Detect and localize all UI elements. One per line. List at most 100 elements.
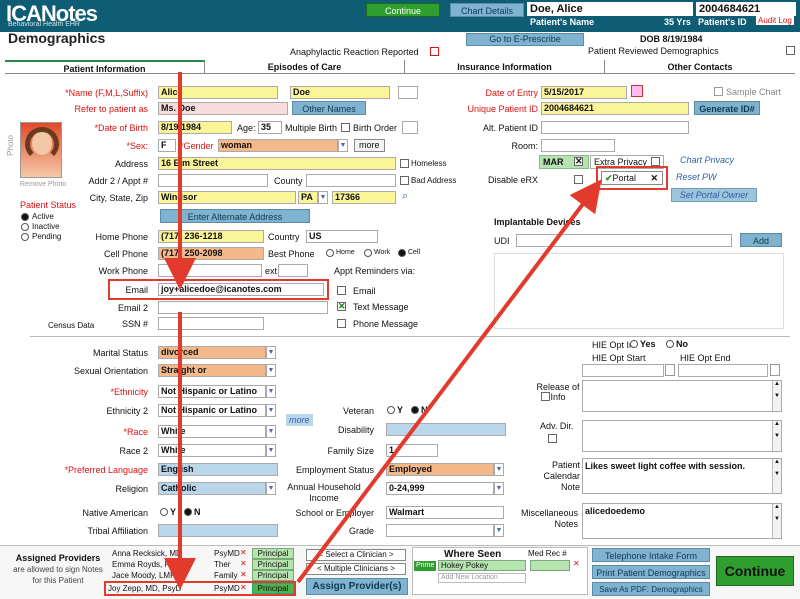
first-name-input[interactable]: Alice	[158, 86, 278, 99]
reminder-phone-checkbox[interactable]	[337, 319, 346, 328]
date-entry-input[interactable]: 5/15/2017	[541, 86, 627, 99]
ssn-input[interactable]	[158, 317, 264, 330]
email-input[interactable]: joy+alicedoe@icanotes.com	[158, 283, 324, 296]
hie-yes-radio[interactable]	[630, 340, 638, 348]
gender-input[interactable]: woman	[218, 139, 338, 152]
home-phone-input[interactable]: (717) 236-1218	[158, 230, 264, 243]
addr2-input[interactable]	[158, 174, 268, 187]
orientation-input[interactable]: Straight or	[158, 364, 266, 377]
remove-icon[interactable]: ✕	[240, 559, 247, 568]
provider-status[interactable]: Principal	[252, 583, 294, 594]
city-input[interactable]: Windsor	[158, 191, 296, 204]
hie-start-input[interactable]	[582, 364, 664, 377]
hie-start-calendar-icon[interactable]	[665, 364, 675, 376]
hie-end-calendar-icon[interactable]	[770, 364, 780, 376]
multiple-clinicians-dropdown[interactable]: < Multiple Clinicians >	[306, 563, 406, 575]
suffix-input[interactable]	[398, 86, 418, 99]
chart-privacy-link[interactable]: Chart Privacy	[680, 155, 735, 165]
household-input[interactable]: 0-24,999	[386, 482, 494, 495]
tribal-input[interactable]	[158, 524, 278, 537]
sex-input[interactable]: F	[158, 139, 176, 152]
scrollbar[interactable]: ▲ ▼	[772, 504, 781, 538]
marital-dropdown[interactable]: ▼	[266, 346, 276, 359]
veteran-yes-radio[interactable]	[387, 406, 395, 414]
ethnicity2-dropdown[interactable]: ▼	[266, 404, 276, 417]
chart-details-button[interactable]: Chart Details	[450, 3, 524, 17]
remove-icon[interactable]: ✕	[240, 570, 247, 579]
multiple-birth-checkbox[interactable]	[341, 123, 350, 132]
reviewed-checkbox[interactable]	[786, 46, 795, 55]
continue-button[interactable]: Continue	[716, 556, 794, 586]
family-size-input[interactable]: 1	[386, 444, 438, 457]
more-button[interactable]: more	[354, 139, 385, 152]
release-info-checkbox[interactable]	[541, 392, 550, 401]
unique-id-input[interactable]: 2004684621	[541, 102, 689, 115]
age-input[interactable]: 35	[258, 121, 282, 134]
employment-input[interactable]: Employed	[386, 463, 494, 476]
email2-input[interactable]	[158, 301, 328, 314]
anaphylactic-checkbox[interactable]	[430, 47, 439, 56]
scrollbar[interactable]: ▲ ▼	[772, 421, 781, 451]
location-value[interactable]: Hokey Pokey	[438, 560, 526, 571]
country-input[interactable]: US	[306, 230, 378, 243]
gender-dropdown[interactable]: ▼	[338, 139, 348, 152]
best-phone-home-radio[interactable]	[326, 249, 334, 257]
set-portal-owner-button[interactable]: Set Portal Owner	[671, 188, 757, 202]
orientation-dropdown[interactable]: ▼	[266, 364, 276, 377]
household-dropdown[interactable]: ▼	[494, 482, 504, 495]
race-input[interactable]: White	[158, 425, 266, 438]
add-udi-button[interactable]: Add	[740, 233, 782, 247]
native-no-radio[interactable]	[184, 508, 192, 516]
race-dropdown[interactable]: ▼	[266, 425, 276, 438]
school-input[interactable]: Walmart	[386, 506, 504, 519]
best-phone-cell-radio[interactable]	[398, 249, 406, 257]
close-icon[interactable]: ✕	[650, 173, 658, 183]
udi-input[interactable]	[516, 234, 732, 247]
native-yes-radio[interactable]	[160, 508, 168, 516]
reminder-email-checkbox[interactable]	[337, 286, 346, 295]
save-pdf-button[interactable]: Save As PDF: Demographics	[592, 582, 710, 596]
bad-address-checkbox[interactable]	[400, 176, 409, 185]
provider-status[interactable]: Principal	[252, 559, 294, 570]
print-demographics-button[interactable]: Print Patient Demographics	[592, 565, 710, 579]
disability-input[interactable]	[386, 423, 506, 436]
audit-log-link[interactable]: Audit Log	[756, 16, 794, 25]
reminder-text-checkbox[interactable]: ✕	[337, 301, 346, 311]
scrollbar[interactable]: ▲ ▼	[772, 381, 781, 411]
continue-header-button[interactable]: Continue	[366, 3, 440, 17]
more-race-button[interactable]: more	[286, 414, 313, 426]
address-input[interactable]: 16 Elm Street	[158, 157, 396, 170]
search-icon[interactable]: ⌕	[402, 190, 409, 202]
tab-other-contacts[interactable]: Other Contacts	[667, 62, 733, 72]
remove-icon[interactable]: ✕	[240, 583, 247, 592]
telephone-intake-button[interactable]: Telephone Intake Form	[592, 548, 710, 562]
generate-id-button[interactable]: Generate ID#	[694, 101, 760, 115]
religion-dropdown[interactable]: ▼	[266, 482, 276, 495]
best-phone-work-radio[interactable]	[364, 249, 372, 257]
employment-dropdown[interactable]: ▼	[494, 463, 504, 476]
go-eprescribe-button[interactable]: Go to E-Prescribe	[466, 33, 584, 46]
ethnicity-dropdown[interactable]: ▼	[266, 385, 276, 398]
tab-insurance-information[interactable]: Insurance Information	[405, 60, 605, 74]
marital-input[interactable]: divorced	[158, 346, 266, 359]
religion-input[interactable]: Catholic	[158, 482, 266, 495]
grade-input[interactable]	[386, 524, 494, 537]
status-active-radio[interactable]	[21, 213, 29, 221]
status-pending-radio[interactable]	[21, 233, 29, 241]
veteran-no-radio[interactable]	[411, 406, 419, 414]
remove-location-icon[interactable]: ✕	[573, 559, 580, 568]
select-clinician-dropdown[interactable]: < Select a Clinician >	[306, 549, 406, 561]
extra-privacy-checkbox[interactable]	[651, 157, 660, 166]
homeless-checkbox[interactable]	[400, 159, 409, 168]
pref-lang-input[interactable]: English	[158, 463, 278, 476]
patient-photo[interactable]	[20, 122, 62, 178]
reset-pw-link[interactable]: Reset PW	[676, 172, 717, 182]
portal-toggle[interactable]: ✔Portal ✕	[601, 171, 663, 185]
hie-no-radio[interactable]	[666, 340, 674, 348]
grade-dropdown[interactable]: ▼	[494, 524, 504, 537]
mar-checkbox[interactable]: ✕	[574, 156, 583, 166]
remove-icon[interactable]: ✕	[240, 548, 247, 557]
adv-dir-checkbox[interactable]	[548, 434, 557, 443]
tab-patient-information[interactable]: Patient Information	[5, 60, 205, 74]
ethnicity2-input[interactable]: Not Hispanic or Latino	[158, 404, 266, 417]
